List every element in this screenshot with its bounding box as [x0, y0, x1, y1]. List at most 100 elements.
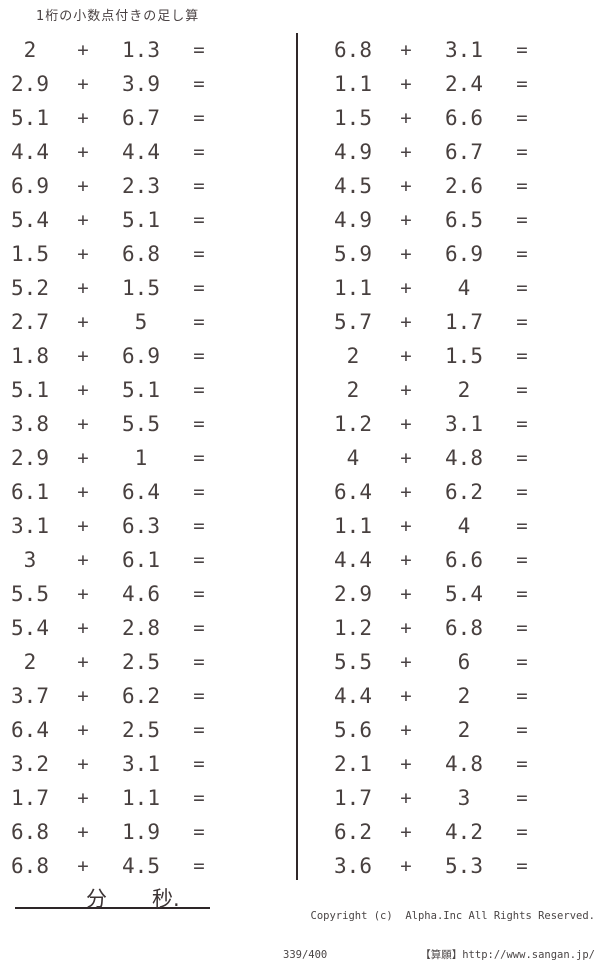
plus-operator: +	[400, 515, 412, 537]
equals-sign: =	[193, 583, 205, 605]
operand-b: 6.9	[122, 344, 160, 368]
problem-row: 4 + 4.8 =	[323, 441, 600, 475]
plus-operator: +	[400, 753, 412, 775]
operand-a: 3.8	[11, 412, 49, 436]
problem-row: 1.8 + 6.9 =	[0, 339, 290, 373]
problem-row: 6.4 + 2.5 =	[0, 713, 290, 747]
plus-operator: +	[77, 243, 89, 265]
plus-operator: +	[77, 345, 89, 367]
plus-operator: +	[400, 345, 412, 367]
equals-sign: =	[193, 73, 205, 95]
problem-row: 2.1 + 4.8 =	[323, 747, 600, 781]
operand-b: 2	[457, 718, 471, 742]
operand-b: 5.1	[122, 378, 160, 402]
operand-a: 6.2	[334, 820, 372, 844]
operand-b: 1	[134, 446, 148, 470]
problem-row: 3 + 6.1 =	[0, 543, 290, 577]
problem-row: 2 + 2 =	[323, 373, 600, 407]
operand-a: 3.1	[11, 514, 49, 538]
problem-row: 1.7 + 3 =	[323, 781, 600, 815]
operand-a: 5.1	[11, 106, 49, 130]
operand-a: 6.8	[334, 38, 372, 62]
equals-sign: =	[516, 311, 528, 333]
operand-a: 1.2	[334, 616, 372, 640]
operand-b: 1.5	[445, 344, 483, 368]
operand-a: 2	[23, 38, 37, 62]
operand-b: 3.1	[122, 752, 160, 776]
operand-b: 5.3	[445, 854, 483, 878]
problem-row: 6.8 + 4.5 =	[0, 849, 290, 883]
operand-b: 6.7	[445, 140, 483, 164]
problem-row: 4.4 + 4.4 =	[0, 135, 290, 169]
operand-a: 1.2	[334, 412, 372, 436]
problems-column-right: 6.8 + 3.1 = 1.1 + 2.4 = 1.5 + 6.6 = 4.9 …	[323, 33, 600, 883]
operand-b: 5	[134, 310, 148, 334]
operand-a: 2.1	[334, 752, 372, 776]
problem-row: 4.5 + 2.6 =	[323, 169, 600, 203]
plus-operator: +	[77, 175, 89, 197]
equals-sign: =	[516, 685, 528, 707]
equals-sign: =	[193, 617, 205, 639]
operand-a: 6.9	[11, 174, 49, 198]
operand-b: 3.1	[445, 412, 483, 436]
equals-sign: =	[516, 855, 528, 877]
equals-sign: =	[193, 413, 205, 435]
operand-b: 4.2	[445, 820, 483, 844]
problem-row: 5.1 + 6.7 =	[0, 101, 290, 135]
plus-operator: +	[400, 277, 412, 299]
problem-row: 5.1 + 5.1 =	[0, 373, 290, 407]
operand-b: 6.8	[445, 616, 483, 640]
plus-operator: +	[400, 651, 412, 673]
plus-operator: +	[400, 549, 412, 571]
operand-b: 6.3	[122, 514, 160, 538]
problem-row: 1.1 + 4 =	[323, 271, 600, 305]
equals-sign: =	[516, 549, 528, 571]
equals-sign: =	[516, 413, 528, 435]
problem-row: 3.8 + 5.5 =	[0, 407, 290, 441]
operand-a: 5.4	[11, 208, 49, 232]
plus-operator: +	[77, 787, 89, 809]
plus-operator: +	[400, 243, 412, 265]
problem-row: 2.7 + 5 =	[0, 305, 290, 339]
problem-row: 5.4 + 5.1 =	[0, 203, 290, 237]
plus-operator: +	[77, 855, 89, 877]
equals-sign: =	[516, 481, 528, 503]
operand-b: 6.2	[445, 480, 483, 504]
plus-operator: +	[77, 617, 89, 639]
equals-sign: =	[193, 787, 205, 809]
problem-row: 4.9 + 6.7 =	[323, 135, 600, 169]
plus-operator: +	[77, 141, 89, 163]
operand-a: 2.9	[11, 446, 49, 470]
operand-a: 1.1	[334, 72, 372, 96]
problem-row: 2.9 + 5.4 =	[323, 577, 600, 611]
plus-operator: +	[400, 719, 412, 741]
operand-b: 2	[457, 684, 471, 708]
plus-operator: +	[400, 855, 412, 877]
operand-b: 6.2	[122, 684, 160, 708]
operand-b: 2.4	[445, 72, 483, 96]
problem-row: 5.6 + 2 =	[323, 713, 600, 747]
equals-sign: =	[516, 753, 528, 775]
operand-b: 6.7	[122, 106, 160, 130]
worksheet-title: 1桁の小数点付きの足し算	[36, 9, 200, 24]
problem-row: 1.5 + 6.6 =	[323, 101, 600, 135]
equals-sign: =	[193, 209, 205, 231]
plus-operator: +	[400, 209, 412, 231]
operand-a: 2.9	[11, 72, 49, 96]
problem-row: 2 + 1.5 =	[323, 339, 600, 373]
equals-sign: =	[516, 719, 528, 741]
operand-a: 1.7	[334, 786, 372, 810]
equals-sign: =	[193, 753, 205, 775]
plus-operator: +	[77, 311, 89, 333]
operand-a: 4.5	[334, 174, 372, 198]
operand-b: 3.9	[122, 72, 160, 96]
plus-operator: +	[77, 719, 89, 741]
operand-b: 2	[457, 378, 471, 402]
plus-operator: +	[77, 583, 89, 605]
equals-sign: =	[193, 277, 205, 299]
operand-b: 1.9	[122, 820, 160, 844]
equals-sign: =	[516, 243, 528, 265]
plus-operator: +	[400, 481, 412, 503]
equals-sign: =	[193, 379, 205, 401]
operand-a: 5.9	[334, 242, 372, 266]
